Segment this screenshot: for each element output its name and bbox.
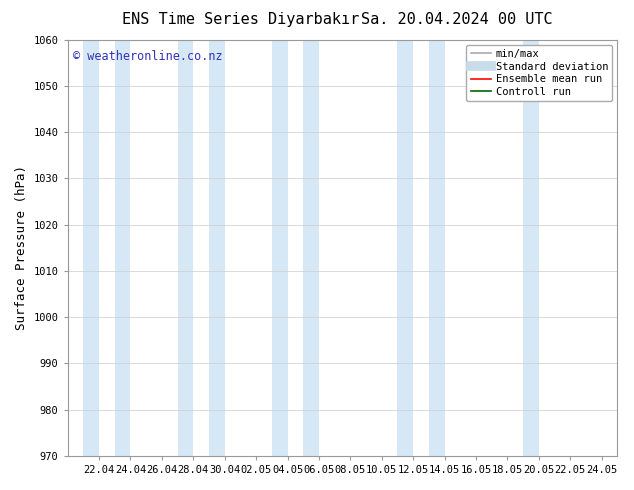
Bar (398, 40, 413, 456)
Bar (523, 40, 539, 456)
Y-axis label: Surface Pressure (hPa): Surface Pressure (hPa) (15, 165, 28, 330)
Legend: min/max, Standard deviation, Ensemble mean run, Controll run: min/max, Standard deviation, Ensemble me… (467, 45, 612, 101)
Bar (303, 40, 319, 456)
Bar (429, 40, 444, 456)
Bar (272, 40, 287, 456)
Bar (209, 40, 224, 456)
Bar (83, 40, 99, 456)
Text: © weatheronline.co.nz: © weatheronline.co.nz (73, 50, 223, 63)
Bar (178, 40, 193, 456)
Bar (115, 40, 131, 456)
Text: Sa. 20.04.2024 00 UTC: Sa. 20.04.2024 00 UTC (361, 12, 552, 27)
Text: ENS Time Series Diyarbakır: ENS Time Series Diyarbakır (122, 12, 359, 27)
